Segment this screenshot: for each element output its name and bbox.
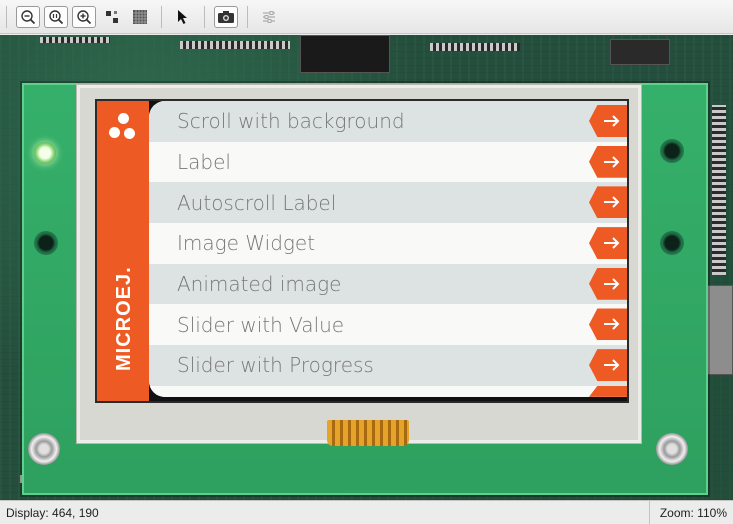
list-item[interactable]: Scroll with background: [149, 101, 627, 142]
zoom-controls: [14, 0, 154, 33]
list-item-label: Autoscroll Label: [177, 190, 337, 215]
status-led: [34, 142, 56, 164]
screw: [656, 433, 688, 465]
list-item[interactable]: Animated image: [149, 263, 627, 305]
zoom-out-icon: [21, 9, 36, 24]
list-item-partial[interactable]: [149, 385, 627, 397]
arrow-right-icon[interactable]: [589, 186, 627, 219]
zoom-reset-button[interactable]: [44, 5, 68, 28]
mount-hole: [34, 231, 58, 255]
board-pin-header: [712, 105, 726, 275]
zoom-level: Zoom: 110%: [648, 501, 733, 524]
list-item[interactable]: Slider with Value: [149, 304, 627, 346]
arrow-right-icon[interactable]: [589, 308, 627, 341]
arrow-right-icon[interactable]: [589, 349, 627, 382]
list-item-label: Label: [177, 150, 231, 175]
board-chip: [300, 35, 390, 73]
flex-connector: [327, 420, 409, 446]
list-item-label: Slider with Value: [177, 312, 345, 337]
board-pin-header: [40, 37, 110, 43]
board-pin-header: [430, 43, 520, 51]
settings-sliders-icon: [263, 10, 275, 23]
widget-menu-list[interactable]: Scroll with background Label Autoscroll …: [149, 101, 627, 397]
pixel-grid-icon: [133, 9, 147, 24]
fit-view-button[interactable]: [100, 6, 124, 28]
simulator-toolbar: [0, 0, 733, 34]
brand-label: MICROEJ.: [113, 266, 135, 371]
fit-view-icon: [106, 10, 118, 23]
arrow-right-icon[interactable]: [589, 105, 627, 137]
camera-icon: [218, 10, 234, 23]
arrow-right-icon[interactable]: [589, 145, 627, 178]
pointer-icon: [178, 9, 187, 24]
device-board: MICROEJ. Scroll with background Label Au…: [0, 35, 733, 500]
status-bar: Display: 464, 190 Zoom: 110%: [0, 500, 733, 524]
display-coordinates: Display: 464, 190: [6, 505, 99, 520]
arrow-right-icon[interactable]: [589, 267, 627, 300]
arrow-right-icon[interactable]: [589, 385, 627, 397]
zoom-in-button[interactable]: [72, 5, 96, 28]
list-item[interactable]: Label: [149, 141, 627, 183]
zoom-reset-icon: [49, 9, 64, 24]
list-item[interactable]: Slider with Progress: [149, 345, 627, 386]
toolbar-separator: [204, 5, 205, 28]
zoom-in-icon: [77, 9, 92, 24]
microej-logo-icon: [109, 113, 137, 141]
arrow-right-icon[interactable]: [589, 227, 627, 260]
toolbar-separator: [6, 5, 7, 28]
list-item-label: Slider with Progress: [177, 353, 374, 378]
toolbar-separator: [247, 5, 248, 28]
pixel-grid-button[interactable]: [128, 6, 152, 28]
list-item-label: Image Widget: [177, 231, 316, 256]
list-item[interactable]: Autoscroll Label: [149, 182, 627, 224]
lcd-screen[interactable]: MICROEJ. Scroll with background Label Au…: [95, 99, 629, 403]
board-chip: [610, 39, 670, 65]
mount-hole: [660, 231, 684, 255]
screw: [28, 433, 60, 465]
list-item-label: Animated image: [177, 272, 342, 297]
toolbar-separator: [161, 5, 162, 28]
brand-ribbon: MICROEJ.: [97, 101, 149, 401]
mount-hole: [660, 139, 684, 163]
list-item-label: Scroll with background: [177, 109, 405, 134]
board-pin-header: [180, 41, 290, 49]
list-item[interactable]: Image Widget: [149, 223, 627, 264]
pointer-button[interactable]: [171, 6, 195, 28]
screenshot-button[interactable]: [214, 5, 238, 28]
zoom-out-button[interactable]: [16, 5, 40, 28]
settings-button[interactable]: [257, 6, 281, 28]
